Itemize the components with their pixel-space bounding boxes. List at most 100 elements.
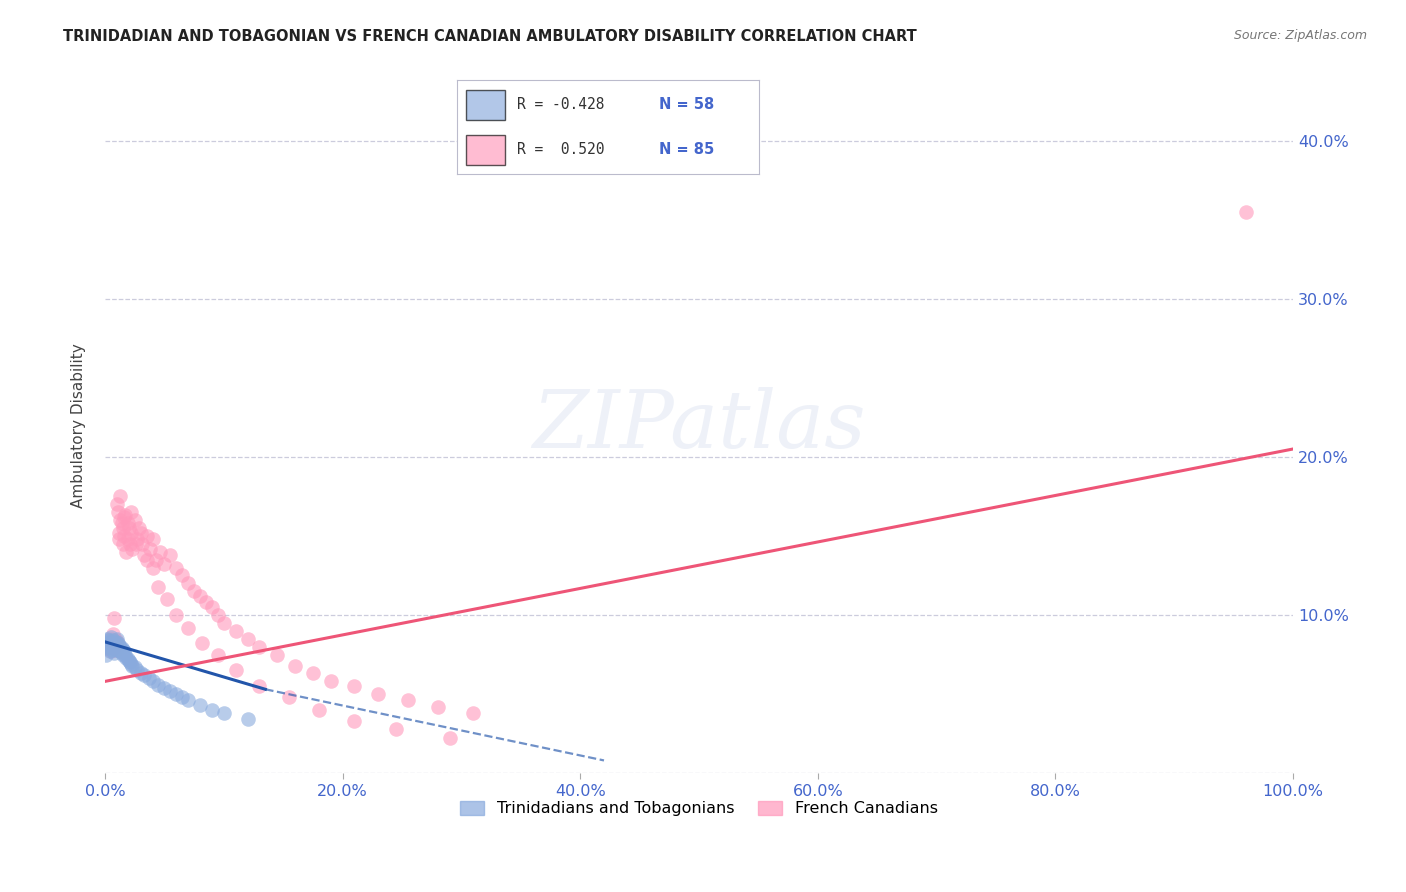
Point	[108, 638, 131, 652]
Point	[103, 646, 125, 660]
Point	[108, 642, 131, 657]
Point	[110, 513, 132, 527]
Point	[343, 679, 366, 693]
Point	[115, 545, 138, 559]
Point	[100, 644, 122, 658]
Point	[135, 552, 157, 566]
Point	[165, 687, 187, 701]
Point	[115, 650, 138, 665]
Point	[105, 632, 128, 646]
Point	[125, 532, 148, 546]
Point	[212, 706, 235, 720]
Point	[103, 641, 125, 656]
Point	[134, 548, 156, 562]
Point	[103, 636, 125, 650]
Point	[101, 640, 124, 654]
Point	[100, 632, 122, 646]
Point	[112, 644, 135, 658]
Point	[159, 684, 181, 698]
Point	[107, 636, 129, 650]
Point	[129, 666, 152, 681]
Point	[118, 656, 141, 670]
Point	[302, 666, 325, 681]
Point	[188, 698, 211, 712]
Point	[165, 560, 187, 574]
Point	[103, 633, 125, 648]
Point	[121, 658, 143, 673]
Point	[236, 712, 259, 726]
Point	[118, 654, 141, 668]
Point	[107, 505, 129, 519]
Point	[396, 693, 419, 707]
Point	[111, 642, 134, 657]
Point	[110, 490, 132, 504]
Point	[266, 648, 288, 662]
Point	[117, 652, 139, 666]
Point	[191, 636, 214, 650]
Point	[121, 541, 143, 556]
Point	[98, 636, 121, 650]
Point	[111, 516, 134, 531]
Point	[201, 703, 224, 717]
Point	[112, 529, 135, 543]
Point	[104, 635, 127, 649]
Point	[236, 632, 259, 646]
Point	[145, 552, 167, 566]
Point	[105, 635, 128, 649]
Point	[103, 635, 125, 649]
Point	[111, 537, 134, 551]
Point	[107, 641, 129, 656]
Point	[120, 657, 142, 671]
Y-axis label: Ambulatory Disability: Ambulatory Disability	[72, 343, 86, 508]
Point	[1234, 204, 1257, 219]
Text: ZIPatlas: ZIPatlas	[533, 386, 866, 464]
Point	[98, 644, 121, 658]
Point	[111, 648, 134, 662]
Point	[103, 627, 125, 641]
Point	[100, 630, 122, 644]
Point	[153, 558, 176, 572]
Point	[426, 699, 449, 714]
Point	[96, 636, 118, 650]
Point	[385, 722, 408, 736]
Point	[105, 642, 128, 657]
Point	[172, 690, 194, 705]
Point	[101, 635, 124, 649]
Point	[159, 548, 181, 562]
Point	[101, 642, 124, 657]
Point	[135, 529, 157, 543]
Point	[129, 525, 152, 540]
Point	[96, 648, 118, 662]
Point	[124, 660, 146, 674]
Point	[201, 600, 224, 615]
Point	[103, 636, 125, 650]
Point	[120, 525, 142, 540]
Point	[100, 636, 122, 650]
Point	[103, 638, 125, 652]
Text: R = -0.428: R = -0.428	[517, 97, 605, 112]
Point	[124, 513, 146, 527]
Point	[177, 693, 200, 707]
Text: N = 58: N = 58	[659, 97, 714, 112]
Point	[439, 731, 461, 746]
Point	[134, 668, 156, 682]
Legend: Trinidadians and Tobagonians, French Canadians: Trinidadians and Tobagonians, French Can…	[453, 793, 946, 824]
Point	[111, 521, 134, 535]
Point	[96, 641, 118, 656]
Point	[138, 671, 160, 685]
Point	[111, 646, 134, 660]
Text: TRINIDADIAN AND TOBAGONIAN VS FRENCH CANADIAN AMBULATORY DISABILITY CORRELATION : TRINIDADIAN AND TOBAGONIAN VS FRENCH CAN…	[63, 29, 917, 44]
Point	[105, 642, 128, 657]
Text: Source: ZipAtlas.com: Source: ZipAtlas.com	[1233, 29, 1367, 42]
Point	[100, 641, 122, 656]
Point	[177, 576, 200, 591]
Point	[212, 615, 235, 630]
Point	[131, 537, 153, 551]
Point	[118, 537, 141, 551]
Point	[117, 532, 139, 546]
Point	[284, 658, 307, 673]
Point	[97, 638, 120, 652]
Point	[141, 560, 163, 574]
Point	[367, 687, 389, 701]
Point	[108, 525, 131, 540]
